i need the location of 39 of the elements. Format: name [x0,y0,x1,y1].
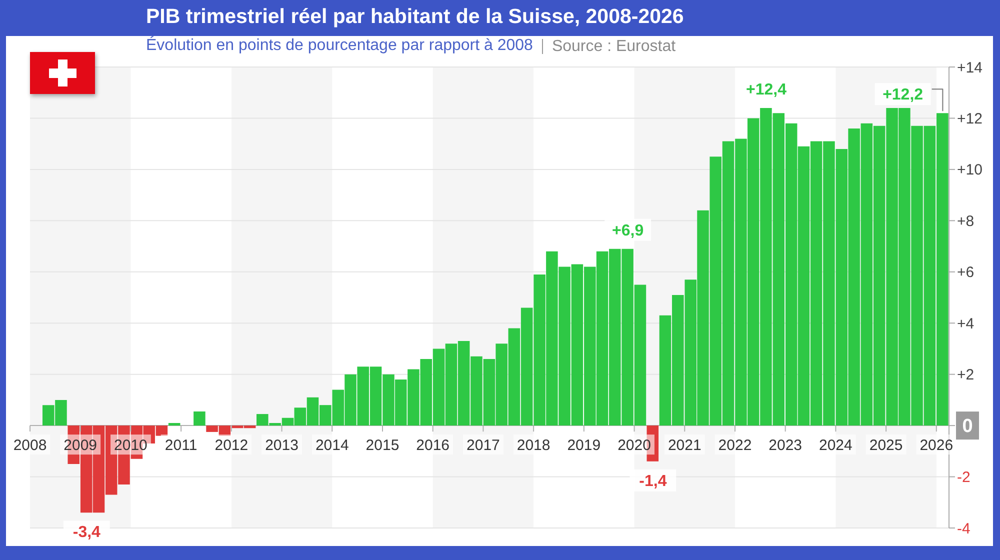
x-tick-label: 2025 [869,436,903,454]
y-tick-label: -2 [957,469,970,486]
x-tick-label: 2019 [567,436,601,454]
data-label: +6,9 [612,222,644,240]
data-label: +12,4 [746,82,787,99]
data-label: -3,4 [72,524,101,542]
bar [168,422,180,426]
x-tick-label: 2021 [668,436,702,454]
source-note: Source : Eurostat [542,38,676,54]
x-tick-label: 2022 [718,436,752,454]
x-tick-label: 2017 [466,436,500,454]
y-tick-label: +14 [957,59,982,76]
data-label: -1,4 [639,473,667,490]
y-tick-label: 0 [962,416,973,438]
x-tick-label: 2015 [366,436,400,454]
y-tick-label: +12 [957,110,982,128]
x-tick-label: 2009 [64,436,98,454]
bar [194,411,206,426]
x-tick-label: 2024 [819,436,852,454]
x-tick-label: 2020 [618,436,651,454]
x-tick-label: 2016 [416,436,450,454]
y-tick-label: +10 [957,162,982,179]
chart-subtitle: Évolution en points de pourcentage par rapport à 2008 [146,37,533,55]
x-tick-label: 2010 [114,436,148,454]
x-tick-label: 2014 [315,436,349,454]
data-label: +12,2 [882,86,924,104]
y-tick-label: +8 [957,212,974,230]
x-tick-label: 2012 [214,436,248,454]
y-tick-label: -4 [957,520,970,538]
y-tick-label: +2 [957,366,974,384]
x-tick-label: 2026 [920,436,954,454]
chart-title: PIB trimestriel réel par habitant de la Suisse, 2008-2026 [146,5,684,29]
x-tick-label: 2011 [164,436,198,454]
y-tick-label: +6 [957,264,974,282]
x-tick-label: 2018 [516,436,550,454]
x-tick-label: 2023 [768,436,802,454]
x-tick-label: 2008 [13,436,47,454]
x-tick-label: 2013 [265,436,298,454]
y-tick-label: +4 [957,315,974,332]
